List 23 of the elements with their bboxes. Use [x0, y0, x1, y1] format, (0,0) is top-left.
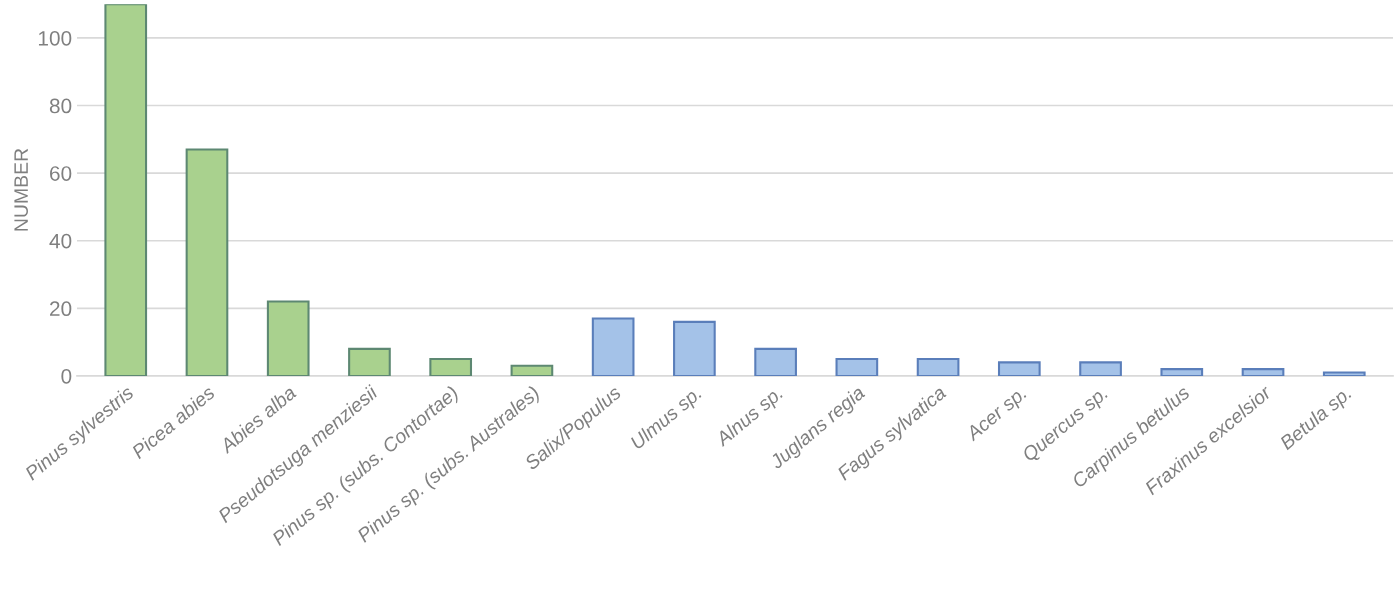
- bar: [266, 300, 310, 376]
- y-tick-label: 20: [50, 301, 72, 317]
- y-tick-label: 60: [50, 166, 72, 181]
- y-tick-label: 80: [49, 98, 72, 114]
- y-axis-title: NUMBER: [14, 148, 28, 231]
- y-tick-label: 40: [49, 233, 72, 249]
- bar: [104, 4, 148, 376]
- bar: [591, 317, 635, 376]
- bar: [510, 364, 554, 376]
- bar: [1160, 368, 1204, 376]
- bar: [348, 347, 391, 376]
- bar: [429, 357, 473, 376]
- bar: [916, 357, 960, 376]
- y-tick-label: 100: [38, 30, 72, 46]
- y-tick-label: 0: [61, 368, 72, 384]
- bar: [997, 361, 1041, 376]
- bar: [1079, 361, 1122, 376]
- bar: [1241, 368, 1285, 376]
- bar: [673, 320, 716, 376]
- bar: [185, 148, 229, 376]
- bar: [754, 347, 797, 376]
- bar: [1322, 371, 1366, 376]
- bar: [835, 357, 879, 376]
